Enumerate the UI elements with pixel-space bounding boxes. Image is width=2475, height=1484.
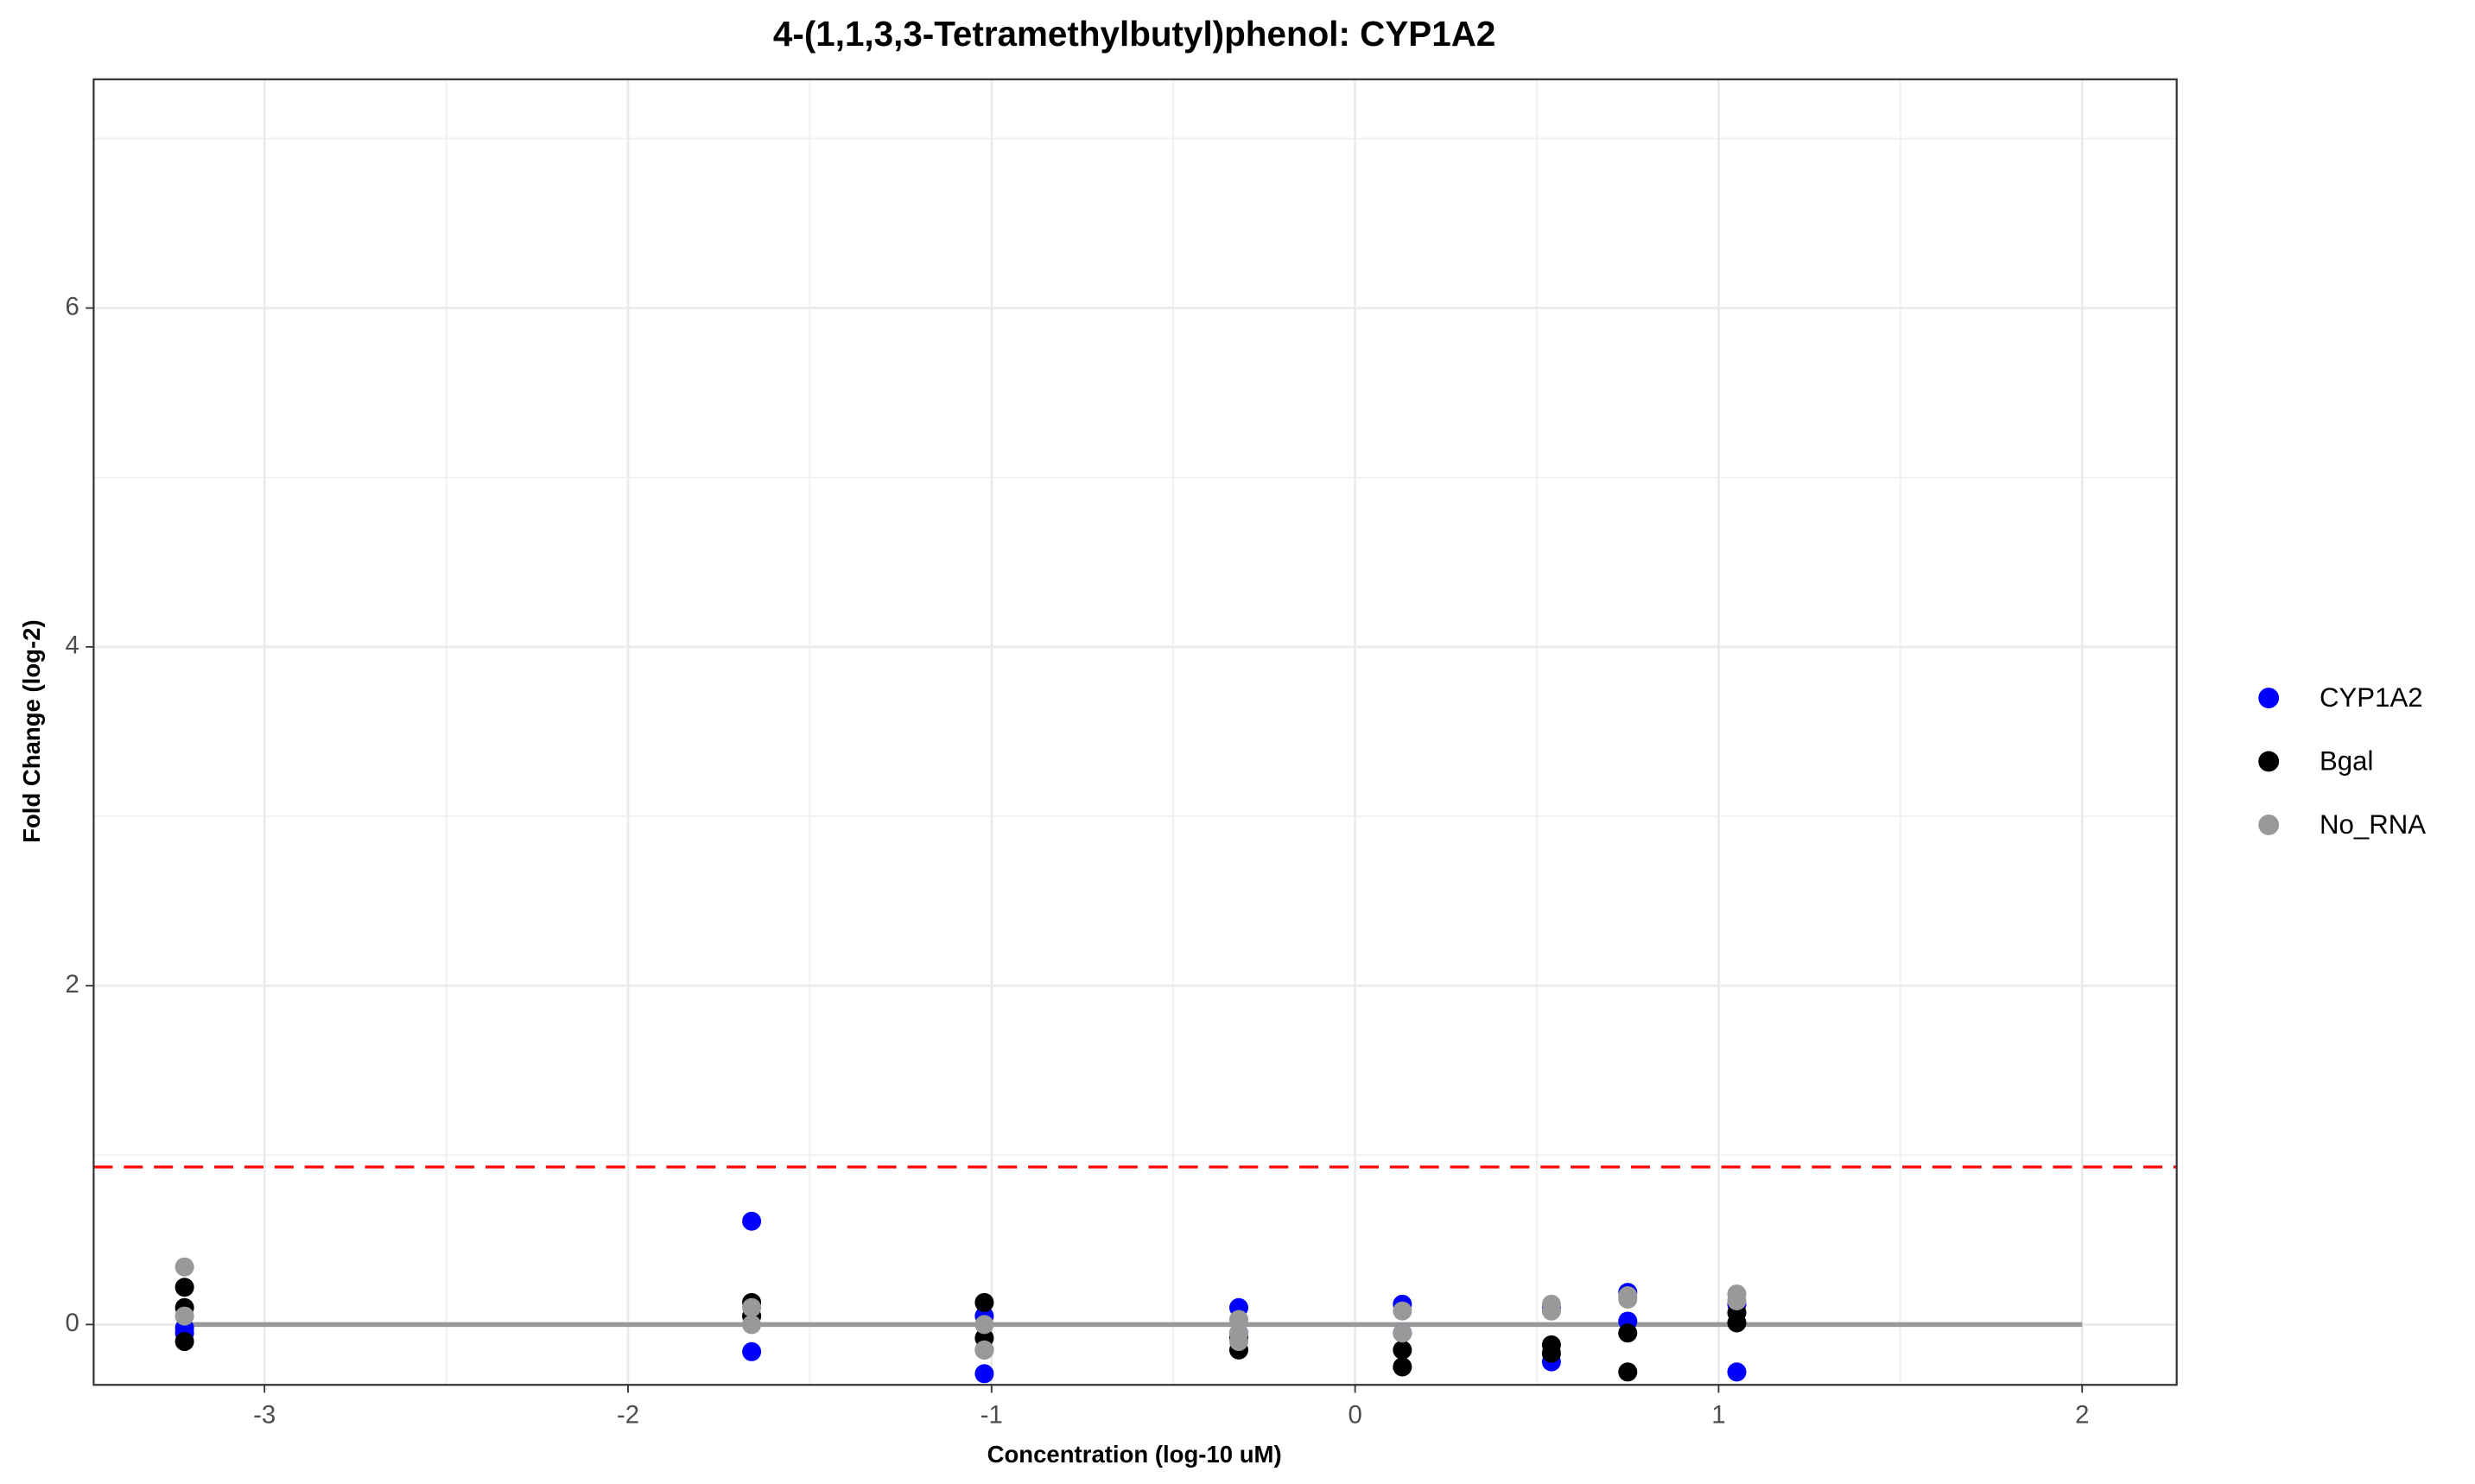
legend-swatch [2258, 751, 2280, 772]
point [742, 1341, 762, 1361]
point [1393, 1357, 1412, 1377]
x-tick-label: -3 [253, 1401, 276, 1430]
point [1618, 1323, 1638, 1343]
y-tick-label: 4 [66, 631, 79, 660]
point [1393, 1301, 1412, 1321]
point [1393, 1340, 1412, 1360]
y-axis-label: Fold Change (log-2) [18, 619, 45, 842]
point [175, 1306, 194, 1326]
legend-swatch [2258, 815, 2280, 835]
point [974, 1292, 994, 1312]
x-tick-label: -2 [617, 1401, 639, 1430]
plot-panel [93, 79, 2177, 1386]
y-tick-label: 2 [66, 970, 79, 999]
point [742, 1211, 762, 1231]
x-tick-label: 2 [2075, 1401, 2089, 1430]
point [742, 1315, 762, 1335]
x-tick-label: 0 [1348, 1401, 1361, 1430]
legend-label: CYP1A2 [2320, 682, 2423, 713]
x-axis-label: Concentration (log-10 uM) [987, 1441, 1282, 1468]
point [1541, 1343, 1561, 1363]
y-tick-label: 0 [66, 1309, 79, 1337]
legend-label: Bgal [2320, 746, 2373, 777]
point [175, 1331, 194, 1352]
point [974, 1364, 994, 1384]
x-tick-label: -1 [980, 1401, 1003, 1430]
point [1727, 1362, 1747, 1382]
point [175, 1257, 194, 1277]
legend-label: No_RNA [2320, 809, 2426, 840]
point [1727, 1291, 1747, 1310]
point [974, 1340, 994, 1360]
point [1618, 1289, 1638, 1309]
point [1618, 1362, 1638, 1382]
point [1228, 1310, 1248, 1329]
y-tick-label: 6 [66, 292, 79, 320]
chart-title: 4-(1,1,3,3-Tetramethylbutyl)phenol: CYP1… [773, 14, 1495, 54]
legend-swatch [2258, 688, 2280, 708]
point [1228, 1331, 1248, 1352]
panel-border [92, 78, 2178, 1386]
point [1541, 1301, 1561, 1321]
point [175, 1278, 194, 1297]
x-tick-label: 1 [1711, 1401, 1725, 1430]
point [742, 1297, 762, 1317]
point [974, 1315, 994, 1335]
point [1393, 1323, 1412, 1343]
